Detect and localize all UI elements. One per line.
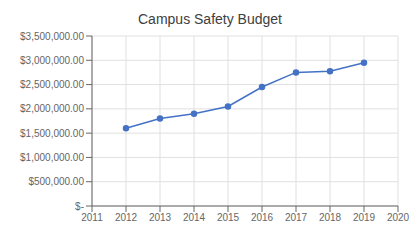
- svg-text:2013: 2013: [149, 212, 172, 223]
- svg-text:2011: 2011: [81, 212, 103, 223]
- svg-text:$1,000,000.00: $1,000,000.00: [20, 152, 84, 163]
- svg-text:$2,000,000.00: $2,000,000.00: [20, 103, 84, 114]
- svg-text:$2,500,000.00: $2,500,000.00: [20, 79, 84, 90]
- svg-text:2016: 2016: [251, 212, 274, 223]
- html-text:Campus Safety Budget: Campus Safety Budget: [138, 11, 282, 27]
- svg-text:$3,000,000.00: $3,000,000.00: [20, 55, 84, 66]
- svg-text:2018: 2018: [319, 212, 342, 223]
- svg-text:2012: 2012: [115, 212, 138, 223]
- svg-text:2020: 2020: [387, 212, 410, 223]
- svg-text:$3,500,000.00: $3,500,000.00: [20, 31, 84, 42]
- svg-text:2015: 2015: [217, 212, 240, 223]
- svg-text:2019: 2019: [353, 212, 376, 223]
- svg-text:$500,000.00: $500,000.00: [28, 176, 84, 187]
- svg-text:2017: 2017: [285, 212, 308, 223]
- svg-text:2014: 2014: [183, 212, 206, 223]
- svg-text:$-: $-: [75, 201, 84, 212]
- svg-text:$1,500,000.00: $1,500,000.00: [20, 128, 84, 139]
